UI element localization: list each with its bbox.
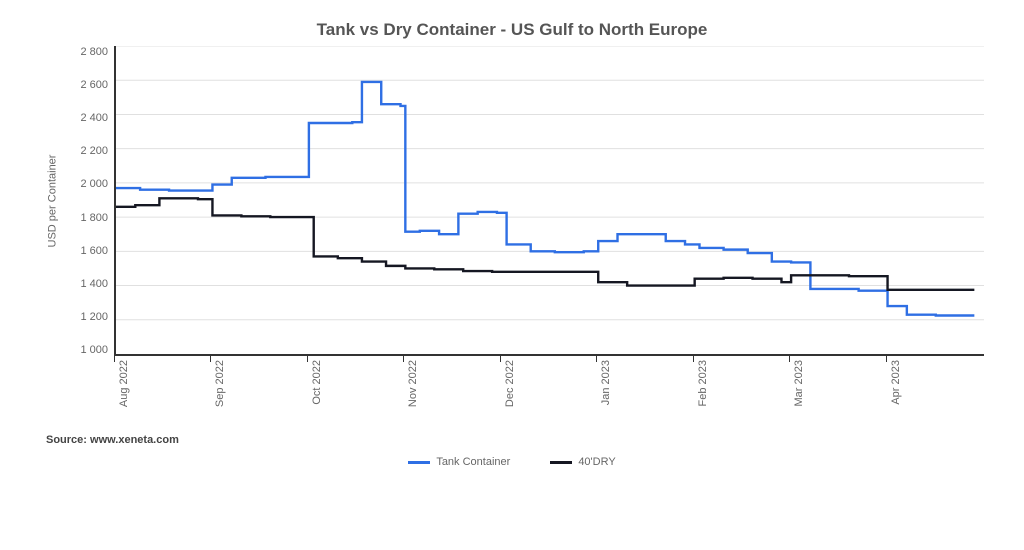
legend-swatch (408, 461, 430, 464)
x-tick-label: Jan 2023 (600, 360, 612, 405)
legend-label: 40'DRY (578, 456, 615, 468)
x-tick-label: Nov 2022 (407, 360, 419, 407)
x-tick-label: Apr 2023 (890, 360, 902, 405)
x-tick-label: Sep 2022 (214, 360, 226, 407)
x-tick-label: Feb 2023 (697, 360, 709, 406)
x-tick-mark (114, 354, 115, 362)
x-tick-label: Mar 2023 (793, 360, 805, 406)
plot-svg (116, 46, 984, 354)
x-tick-mark (500, 354, 501, 362)
y-tick-label: 1 600 (80, 245, 108, 257)
y-tick-label: 1 400 (80, 278, 108, 290)
y-tick-label: 1 800 (80, 212, 108, 224)
legend-item: Tank Container (408, 456, 510, 468)
chart-title: Tank vs Dry Container - US Gulf to North… (40, 20, 984, 40)
y-tick-label: 1 000 (80, 344, 108, 356)
y-axis-label: USD per Container (46, 155, 58, 248)
y-tick-label: 2 800 (80, 46, 108, 58)
x-tick-mark (693, 354, 694, 362)
legend-item: 40'DRY (550, 456, 615, 468)
y-axis-label-cell: USD per Container (40, 46, 64, 356)
x-tick-label: Dec 2022 (504, 360, 516, 407)
y-tick-label: 2 600 (80, 79, 108, 91)
legend: Tank Container 40'DRY (40, 456, 984, 468)
x-tick-label: Aug 2022 (118, 360, 130, 407)
x-tick-label: Oct 2022 (311, 360, 323, 405)
plot-area (114, 46, 984, 356)
legend-swatch (550, 461, 572, 464)
series-tank-container (116, 82, 974, 316)
y-tick-label: 2 000 (80, 178, 108, 190)
chart-container: Tank vs Dry Container - US Gulf to North… (0, 0, 1024, 550)
legend-label: Tank Container (436, 456, 510, 468)
x-tick-mark (403, 354, 404, 362)
y-axis-ticks: 2 800 2 600 2 400 2 200 2 000 1 800 1 600 1 400… (64, 46, 114, 356)
x-tick-mark (789, 354, 790, 362)
y-tick-label: 1 200 (80, 311, 108, 323)
x-tick-mark (307, 354, 308, 362)
y-tick-label: 2 400 (80, 112, 108, 124)
plot-row: USD per Container 2 8002 6002 4002 2002 … (40, 46, 984, 356)
x-tick-mark (210, 354, 211, 362)
y-tick-label: 2 200 (80, 145, 108, 157)
x-tick-mark (886, 354, 887, 362)
source-label: Source: www.xeneta.com (46, 434, 984, 446)
x-tick-mark (596, 354, 597, 362)
series-40-dry (116, 198, 974, 290)
